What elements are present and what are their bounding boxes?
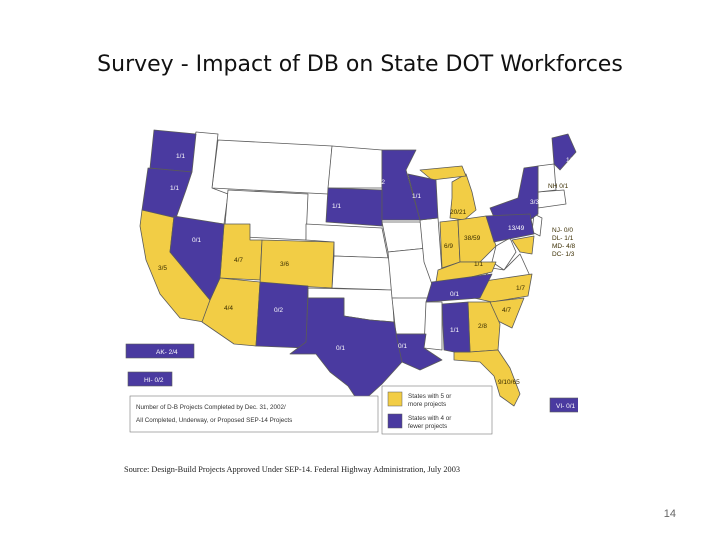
inset-ak: [125, 343, 195, 359]
label-sd: 1/1: [332, 203, 341, 210]
label-mid-atlantic: NJ- 0/0 DL- 1/1 MD- 4/8 DC- 1/3: [552, 227, 576, 258]
legend-purple-line1: States with 4 or: [408, 415, 451, 422]
label-ny: 3/3: [530, 199, 539, 206]
us-design-build-map: 1/1 1/1 3/5 0/1 4/7 3/6 4/4 0/2 0/1 1/1 …: [120, 122, 578, 484]
state-ny: [489, 165, 539, 223]
state-mn: [381, 149, 421, 221]
state-mi-up: [419, 165, 467, 181]
label-la: 0/1: [398, 343, 407, 350]
state-tn: [425, 273, 493, 303]
inset-hi: [127, 371, 173, 387]
label-mid-atlantic-line: NJ- 0/0: [552, 227, 573, 234]
legend-purple-swatch: [387, 413, 403, 429]
label-wi: 1/1: [412, 193, 421, 200]
label-co: 3/6: [280, 261, 289, 268]
label-sc: 4/7: [502, 307, 511, 314]
state-or: [141, 167, 193, 219]
label-tn: 0/1: [450, 291, 459, 298]
state-labels: 1/1 1/1 3/5 0/1 4/7 3/6 4/4 0/2 0/1 1/1 …: [144, 153, 576, 410]
legend-yellow-line2: more projects: [408, 401, 446, 408]
label-nc: 1/7: [516, 285, 525, 292]
label-ak: AK- 2/4: [156, 349, 178, 356]
label-mid-atlantic-line: MD- 4/8: [552, 243, 576, 250]
source-note: Source: Design-Build Projects Approved U…: [124, 465, 460, 474]
label-nm: 0/2: [274, 307, 283, 314]
state-wa: [149, 129, 197, 173]
label-ga: 2/8: [478, 323, 487, 330]
label-mn: 0/2: [376, 179, 385, 186]
state-md-de: [511, 235, 535, 255]
map-svg: 1/1 1/1 3/5 0/1 4/7 3/6 4/4 0/2 0/1 1/1 …: [124, 129, 578, 474]
label-vi: VI- 0/1: [556, 403, 576, 410]
state-me: [551, 133, 577, 171]
label-wa: 1/1: [176, 153, 185, 160]
state-wi: [407, 173, 439, 221]
label-ky: 1/1: [474, 261, 483, 268]
state-la: [395, 333, 443, 371]
state-fl: [453, 349, 521, 407]
label-in: 6/9: [444, 243, 453, 250]
state-oh: [457, 215, 497, 263]
state-co: [259, 239, 335, 289]
label-oh: 38/59: [464, 235, 481, 242]
legend-note-line1: Number of D-B Projects Completed by Dec.…: [136, 404, 286, 411]
legend-purple-line2: fewer projects: [408, 423, 447, 430]
label-hi: HI- 0/2: [144, 377, 164, 384]
label-nh-vt: NH 0/1: [548, 183, 569, 190]
inset-vi: [549, 397, 578, 413]
label-nv: 0/1: [192, 237, 201, 244]
page-number: 14: [663, 508, 676, 520]
label-or: 1/1: [170, 185, 179, 192]
legend-note-line2: All Completed, Underway, or Proposed SEP…: [136, 417, 292, 424]
state-ks: [331, 255, 393, 291]
state-pa: [485, 213, 535, 243]
state-sd: [325, 187, 383, 227]
state-al: [441, 301, 471, 353]
legend-yellow-swatch: [387, 391, 403, 407]
label-mid-atlantic-line: DL- 1/1: [552, 235, 574, 242]
label-tx: 0/1: [336, 345, 345, 352]
legend-yellow-line1: States with 5 or: [408, 393, 451, 400]
label-al: 1/1: [450, 327, 459, 334]
state-mt: [211, 139, 333, 195]
state-nv: [169, 215, 225, 301]
label-fl: 9/10/65: [498, 379, 520, 386]
label-pa: 13/49: [508, 225, 525, 232]
slide-title: Survey - Impact of DB on State DOT Workf…: [97, 52, 623, 77]
state-nm: [255, 281, 309, 349]
state-nd: [327, 145, 383, 189]
state-mi: [449, 173, 477, 221]
state-tx: [289, 297, 403, 405]
label-me: 1/2: [566, 157, 575, 164]
label-mid-atlantic-line: DC- 1/3: [552, 251, 575, 258]
label-ut: 4/7: [234, 257, 243, 264]
legend: Number of D-B Projects Completed by Dec.…: [129, 385, 493, 435]
state-ct-ri-ma: [537, 189, 567, 209]
label-mi: 20/21: [450, 209, 467, 216]
state-ms: [423, 301, 443, 351]
label-az: 4/4: [224, 305, 233, 312]
label-ca: 3/5: [158, 265, 167, 272]
legend-note-box: [129, 395, 379, 433]
